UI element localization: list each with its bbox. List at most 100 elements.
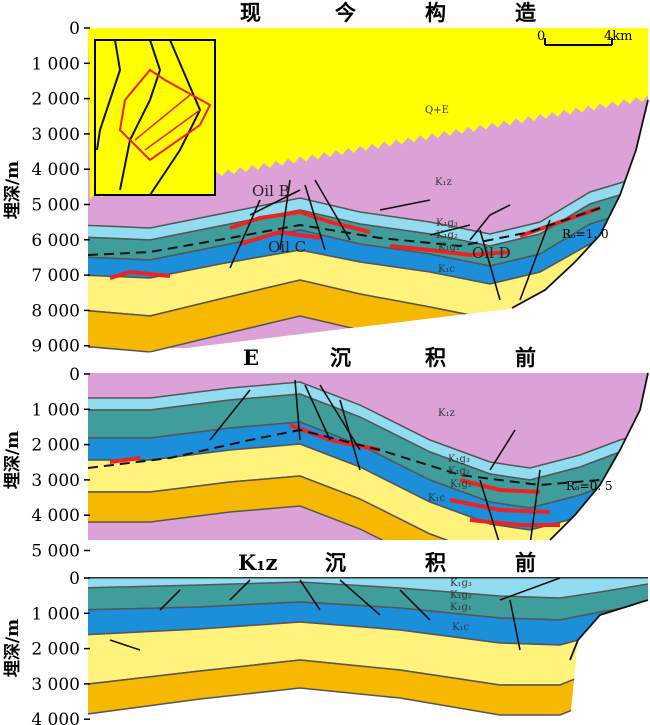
oil-accumulation <box>109 456 141 464</box>
oil-accumulation <box>459 478 541 494</box>
label-k1g1: K₁g₁ <box>450 602 472 613</box>
y-axis-tick-label: 4 000 <box>31 506 80 526</box>
y-axis-tick-label: 7 000 <box>31 266 80 286</box>
fault-line <box>229 579 251 601</box>
oil-accumulation <box>389 244 511 258</box>
y-axis-tick-label: 8 000 <box>31 301 80 321</box>
fault-line <box>159 589 181 611</box>
fault-line <box>379 199 431 211</box>
fault-line <box>529 469 541 540</box>
label-oil-c: Oil C <box>268 238 306 256</box>
inset-boundary-line <box>96 39 122 151</box>
panel1-title-char: 现 <box>240 0 261 25</box>
fault-line <box>294 379 301 441</box>
label-k1c: K₁c <box>452 622 469 633</box>
panel3-title-char: 沉 <box>325 550 346 575</box>
y-axis-tick-label: 0 <box>69 365 80 385</box>
label-k1c: K₁c <box>438 264 455 275</box>
label-k1g1: K₁g₁ <box>450 479 472 490</box>
fault-line <box>304 384 331 441</box>
fault-line <box>319 384 361 451</box>
panel3-title-char: 积 <box>425 550 446 575</box>
y-axis-tick-label: 3 000 <box>31 471 80 491</box>
y-axis-tick-label: 9 000 <box>31 337 80 357</box>
fault-line <box>339 579 381 616</box>
panel1-title-char: 今 <box>335 0 356 25</box>
boundary-fault <box>511 99 649 309</box>
panel2-title-char: 沉 <box>330 345 351 370</box>
y-axis-tick-label: 0 <box>69 19 80 39</box>
oil-accumulation <box>469 518 560 527</box>
y-axis-tick-label: 4 000 <box>31 710 80 725</box>
fault-line <box>304 184 326 251</box>
y-axis-tick-label: 1 000 <box>31 400 80 420</box>
fault-line <box>109 639 141 651</box>
fault-line <box>479 479 501 540</box>
layer-lower <box>88 656 648 716</box>
oil-accumulation <box>109 269 171 280</box>
fault-line <box>509 599 521 651</box>
oil-accumulation <box>449 498 551 514</box>
label-k1g3: K₁g₃ <box>436 218 458 229</box>
y-axis-tick-label: 1 000 <box>31 54 80 74</box>
label-k1c: K₁c <box>428 493 445 504</box>
y-axis-tick-label: 1 000 <box>31 604 80 624</box>
y-axis-tick-label: 2 000 <box>31 436 80 456</box>
location-inset-map <box>94 39 216 196</box>
panel3-title-char: K₁z <box>238 550 277 575</box>
panel3-title-char: 前 <box>515 550 536 575</box>
y-axis-tick-label: 0 <box>69 569 80 589</box>
label-k1g2: K₁g₂ <box>450 590 472 601</box>
y-axis-tick-label: 4 000 <box>31 160 80 180</box>
fault-line <box>479 229 501 301</box>
fault-line <box>209 389 251 441</box>
panel1-title-char: 构 <box>425 0 446 25</box>
ro-isoline <box>88 207 601 256</box>
scale-bar: 0 4km <box>537 29 632 46</box>
panel2-title-char: 积 <box>425 345 446 370</box>
inset-study-area <box>118 68 212 162</box>
panel3-y-axis-label: 埋深/m <box>2 619 23 677</box>
oil-accumulation <box>239 229 321 246</box>
inset-frame <box>94 39 216 196</box>
layer-quaternary-tertiary <box>88 28 648 200</box>
scale-start: 0 <box>537 29 545 44</box>
label-ro-05: Rₒ=0. 5 <box>566 479 613 493</box>
y-axis-tick-label: 3 000 <box>31 675 80 695</box>
inset-section-line <box>144 109 201 151</box>
panel2-title-char: 前 <box>515 345 536 370</box>
panel1-title-char: 造 <box>515 0 537 25</box>
label-k1z: K₁z <box>435 177 452 188</box>
fault-line <box>279 179 291 251</box>
label-k1g2: K₁g₂ <box>436 230 458 241</box>
y-axis-tick-label: 3 000 <box>31 125 80 145</box>
panel2-before-e-deposition <box>88 373 648 540</box>
fault-line <box>519 219 551 301</box>
fault-line <box>314 179 351 241</box>
boundary-fault <box>549 372 649 541</box>
surface-line <box>88 577 648 579</box>
label-k1g3: K₁g₃ <box>448 454 470 465</box>
fault-line <box>429 224 471 236</box>
label-k1z: K₁z <box>438 408 455 419</box>
inset-boundary-line <box>119 39 162 191</box>
inset-section-line <box>134 94 191 141</box>
fault-line <box>399 589 431 621</box>
fault-line <box>489 429 516 471</box>
y-axis-tick-label: 5 000 <box>31 542 80 562</box>
label-ro-1: Rₒ=1. 0 <box>562 227 609 241</box>
y-axis-tick-label: 6 000 <box>31 231 80 251</box>
ro-isoline <box>88 428 601 487</box>
panel1-present-structure <box>88 28 648 356</box>
y-axis-tick-label: 2 000 <box>31 640 80 660</box>
y-axis-tick-label: 2 000 <box>31 90 80 110</box>
fault-line <box>299 579 321 611</box>
label-k1g3: K₁g₃ <box>450 578 472 589</box>
label-oil-d: Oil D <box>472 244 511 262</box>
panel1-y-axis-label: 埋深/m <box>2 161 23 219</box>
fault-line <box>499 577 561 601</box>
fault-line <box>339 399 361 471</box>
layer-lower <box>88 475 648 540</box>
panel2-y-axis-label: 埋深/m <box>2 431 23 489</box>
